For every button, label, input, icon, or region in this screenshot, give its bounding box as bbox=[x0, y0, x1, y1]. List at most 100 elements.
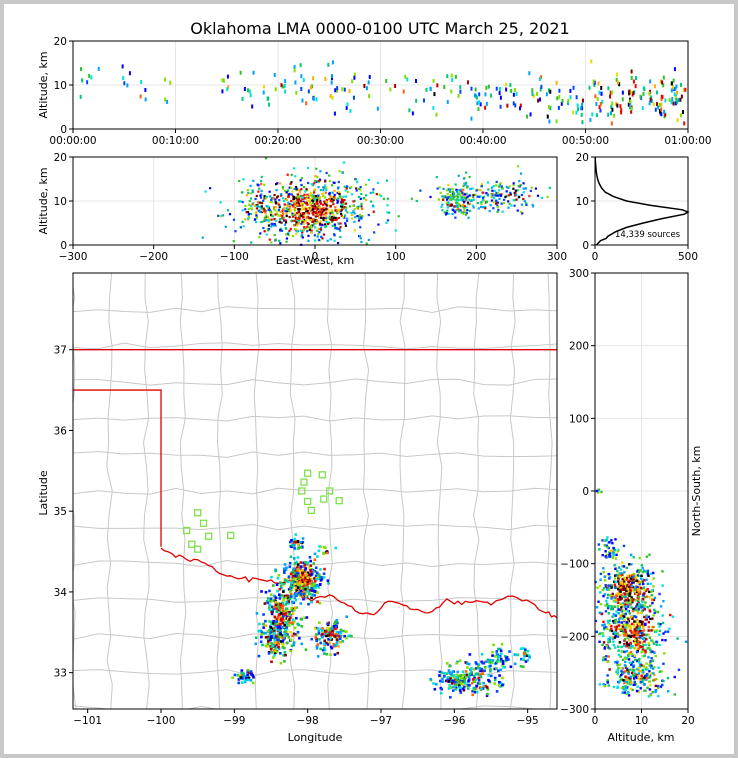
source-point bbox=[499, 685, 502, 688]
source-point bbox=[645, 662, 648, 665]
source-point bbox=[286, 233, 289, 236]
source-point bbox=[667, 690, 670, 693]
source-point bbox=[300, 212, 303, 216]
source-point bbox=[436, 187, 439, 190]
source-point bbox=[226, 74, 229, 79]
source-point bbox=[331, 629, 334, 633]
source-point bbox=[463, 193, 467, 196]
source-point bbox=[637, 596, 641, 599]
source-point bbox=[270, 599, 274, 603]
source-point bbox=[293, 609, 296, 612]
source-point bbox=[277, 605, 280, 608]
source-point bbox=[604, 539, 607, 542]
source-point bbox=[279, 581, 282, 585]
source-point bbox=[545, 92, 548, 97]
source-point bbox=[637, 587, 640, 591]
source-point bbox=[315, 220, 318, 223]
source-point bbox=[273, 636, 277, 640]
source-point bbox=[629, 105, 632, 110]
source-point bbox=[313, 198, 316, 201]
source-point bbox=[319, 199, 322, 202]
source-point bbox=[662, 632, 665, 635]
source-point bbox=[139, 94, 142, 99]
source-point bbox=[328, 641, 331, 644]
source-point bbox=[613, 646, 617, 649]
source-point bbox=[531, 88, 534, 93]
source-point bbox=[345, 206, 348, 209]
source-point bbox=[328, 217, 331, 220]
source-point bbox=[345, 219, 349, 222]
source-point bbox=[249, 212, 253, 216]
source-point bbox=[463, 201, 466, 204]
source-point bbox=[634, 607, 637, 610]
source-point bbox=[609, 605, 612, 608]
source-point bbox=[297, 210, 301, 213]
source-point bbox=[637, 647, 641, 650]
source-point bbox=[221, 78, 224, 83]
source-point bbox=[452, 197, 455, 200]
source-point bbox=[324, 225, 328, 228]
county-line bbox=[73, 705, 542, 709]
source-point bbox=[282, 590, 285, 593]
source-point bbox=[433, 92, 436, 97]
source-point bbox=[462, 205, 465, 208]
source-point bbox=[499, 657, 503, 661]
lma-station-marker bbox=[194, 509, 202, 517]
source-point bbox=[507, 206, 510, 209]
source-point bbox=[461, 191, 464, 194]
source-point bbox=[293, 187, 296, 191]
source-point bbox=[620, 108, 623, 113]
source-point bbox=[274, 603, 278, 606]
source-point bbox=[610, 624, 613, 628]
plan-view-frame bbox=[72, 272, 558, 710]
source-point bbox=[488, 209, 491, 213]
source-point bbox=[661, 621, 665, 625]
source-point bbox=[279, 214, 282, 217]
source-point bbox=[316, 199, 319, 202]
source-point bbox=[614, 580, 617, 584]
x-tick-label: 00:00:00 bbox=[49, 135, 96, 147]
source-point bbox=[605, 588, 609, 591]
source-point bbox=[618, 675, 622, 678]
source-point bbox=[648, 646, 651, 650]
source-point bbox=[267, 227, 270, 231]
source-point bbox=[616, 574, 620, 577]
source-point bbox=[520, 193, 524, 197]
source-point bbox=[289, 186, 293, 189]
source-point bbox=[325, 188, 328, 192]
source-point bbox=[293, 626, 297, 630]
source-point bbox=[499, 681, 503, 685]
source-point bbox=[452, 674, 456, 677]
source-point bbox=[329, 238, 332, 241]
source-point bbox=[646, 572, 650, 575]
source-point bbox=[607, 621, 610, 624]
source-point bbox=[637, 598, 640, 601]
source-point bbox=[311, 589, 314, 592]
source-point bbox=[278, 199, 281, 202]
source-point bbox=[322, 652, 326, 655]
source-point bbox=[281, 639, 285, 643]
source-point bbox=[269, 645, 272, 648]
source-point bbox=[605, 599, 608, 603]
lma-station-marker bbox=[304, 469, 312, 477]
source-point bbox=[309, 224, 313, 228]
source-point bbox=[623, 650, 626, 654]
source-point bbox=[635, 579, 639, 582]
source-point bbox=[636, 628, 639, 631]
source-point bbox=[672, 78, 675, 83]
source-point bbox=[639, 94, 642, 99]
source-point bbox=[310, 572, 314, 576]
source-point bbox=[293, 572, 297, 576]
source-point bbox=[643, 676, 646, 679]
source-point bbox=[302, 78, 305, 83]
source-point bbox=[454, 687, 458, 691]
source-point bbox=[638, 603, 641, 606]
source-point bbox=[508, 185, 511, 188]
source-point bbox=[616, 601, 620, 605]
source-point bbox=[268, 603, 272, 607]
source-point bbox=[309, 197, 312, 201]
source-point bbox=[254, 636, 258, 639]
source-point bbox=[279, 622, 282, 626]
source-point bbox=[328, 636, 332, 639]
